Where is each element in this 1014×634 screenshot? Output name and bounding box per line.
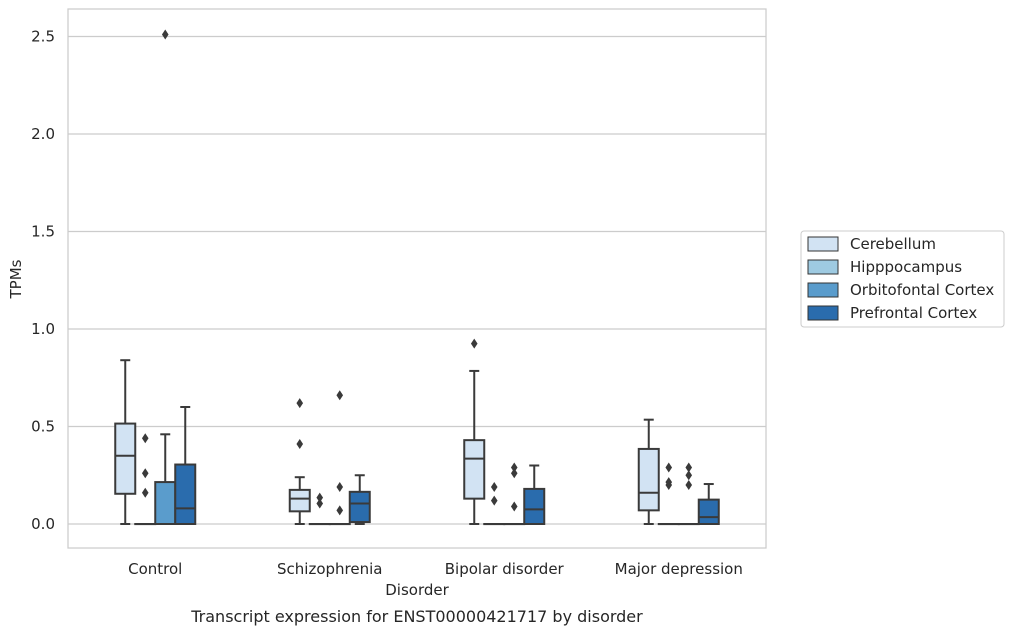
legend-frame — [800, 230, 1005, 328]
outlier-point — [316, 492, 324, 503]
outlier-point — [685, 470, 693, 481]
x-tick-label: Control — [128, 560, 182, 578]
box — [463, 338, 486, 525]
outlier-point — [510, 468, 518, 479]
box — [308, 492, 331, 526]
x-axis-ticks: Control Schizophrenia Bipolar disorder Majo… — [128, 560, 743, 578]
plot-area-frame — [67, 8, 767, 549]
box-body — [523, 487, 546, 525]
box — [637, 418, 660, 525]
legend-swatch — [807, 282, 839, 298]
box-body — [288, 488, 311, 513]
x-tick-label: Major depression — [615, 560, 743, 578]
series-cerebellum — [114, 338, 660, 525]
legend-swatch — [807, 305, 839, 321]
x-tick-label: Bipolar disorder — [445, 560, 565, 578]
box — [677, 462, 700, 526]
y-tick-label: 2.0 — [31, 125, 55, 143]
outlier-point — [665, 477, 673, 488]
outlier-point — [685, 480, 693, 490]
box-body — [114, 422, 137, 495]
series-orbitofontal-cortex — [154, 29, 700, 526]
outlier-point — [510, 501, 518, 512]
y-tick-label: 1.5 — [31, 223, 55, 241]
box-body — [174, 463, 197, 525]
x-axis-label: Disorder — [385, 581, 449, 599]
outlier-point — [510, 462, 518, 473]
legend-label: Orbitofontal Cortex — [850, 281, 994, 299]
legend-label: Hipppocampus — [850, 258, 962, 276]
series-prefrontal-cortex — [174, 406, 720, 525]
box-body — [463, 439, 486, 500]
outlier-point — [296, 439, 304, 450]
y-axis-ticks: 0.0 0.5 1.0 1.5 2.0 2.5 — [31, 28, 55, 534]
y-tick-label: 0.5 — [31, 418, 55, 436]
outlier-point — [685, 462, 693, 473]
box-body — [348, 490, 371, 524]
outlier-point — [490, 481, 498, 492]
outlier-point — [336, 505, 344, 516]
legend-label: Cerebellum — [850, 235, 936, 253]
outlier-point — [141, 433, 149, 444]
box — [523, 464, 546, 525]
outlier-point — [296, 398, 304, 409]
outlier-point — [161, 29, 169, 40]
series-hipppocampus — [134, 433, 680, 526]
box-body — [154, 481, 177, 526]
outlier-point — [316, 498, 324, 509]
box — [288, 398, 311, 525]
legend-label: Prefrontal Cortex — [850, 304, 977, 322]
box — [348, 474, 371, 525]
outlier-point — [665, 462, 673, 473]
outlier-point — [141, 487, 149, 498]
y-tick-label: 1.0 — [31, 320, 55, 338]
y-tick-label: 2.5 — [31, 28, 55, 46]
box — [697, 483, 720, 525]
outlier-point — [141, 468, 149, 479]
legend: Cerebellum Hipppocampus Orbitofontal Corte… — [800, 230, 1005, 328]
y-axis-label: TPMs — [7, 259, 25, 299]
outlier-point — [336, 481, 344, 492]
outlier-point — [470, 338, 478, 349]
chart-caption: Transcript expression for ENST0000042171… — [190, 607, 643, 626]
outlier-point — [490, 495, 498, 506]
legend-swatch — [807, 236, 839, 252]
x-tick-label: Schizophrenia — [277, 560, 382, 578]
legend-swatch — [807, 259, 839, 275]
outlier-point — [336, 390, 344, 401]
box — [114, 359, 137, 525]
box-plot-series — [114, 29, 720, 526]
box — [174, 406, 197, 525]
box — [328, 390, 351, 526]
box-body — [637, 447, 660, 512]
box-body — [697, 498, 720, 525]
y-tick-label: 0.0 — [31, 515, 55, 533]
